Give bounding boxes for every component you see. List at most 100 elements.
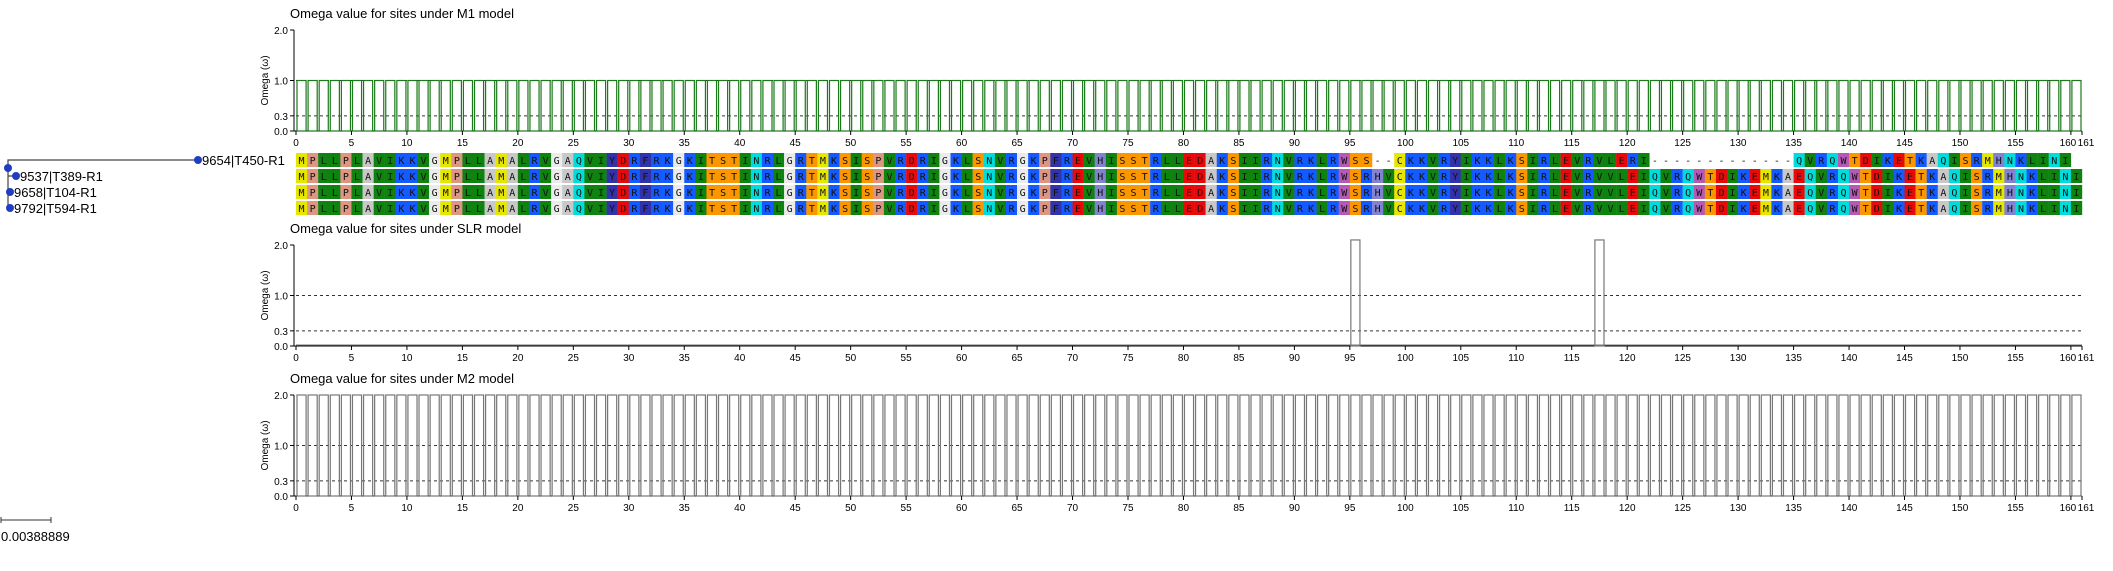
residue-letter: L [1175, 172, 1181, 183]
residue-letter: V [1430, 172, 1436, 183]
residue-cell [1893, 169, 1905, 183]
residue-cell [861, 169, 874, 183]
x-tick-label: 140 [1841, 138, 1858, 149]
residue-cell [872, 169, 885, 183]
residue-letter: P [1042, 156, 1048, 167]
residue-letter: R [1541, 188, 1548, 199]
residue-cell [606, 169, 618, 183]
residue-letter: I [931, 204, 937, 215]
x-tick-label: 20 [512, 138, 524, 149]
residue-letter: Y [1452, 172, 1458, 183]
residue-letter: I [1253, 204, 1259, 215]
residue-letter: K [687, 172, 693, 183]
residue-letter: N [1275, 172, 1281, 183]
omega-bar [1228, 394, 1239, 497]
residue-cell [1793, 201, 1805, 215]
residue-letter: T [1707, 204, 1713, 215]
omega-bar [1771, 394, 1783, 497]
residue-letter: Q [1652, 188, 1658, 199]
omega-bar [1915, 394, 1927, 497]
residue-letter: R [920, 156, 927, 167]
residue-cell [1638, 153, 1650, 167]
residue-letter: T [1707, 172, 1713, 183]
omega-bar [1084, 79, 1095, 132]
residue-letter: R [1985, 188, 1992, 199]
omega-bar [1616, 394, 1627, 497]
residue-letter: K [1885, 156, 1891, 167]
residue-cell [1372, 185, 1384, 199]
residue-cell [1505, 169, 1517, 183]
omega-bar [1871, 79, 1882, 132]
omega-bar [1483, 79, 1494, 132]
residue-letter: I [1730, 172, 1736, 183]
residue-letter: Q [1951, 204, 1957, 215]
residue-cell [1482, 201, 1495, 215]
residue-cell [517, 185, 530, 199]
residue-cell [1072, 153, 1084, 167]
residue-letter: I [1874, 156, 1880, 167]
omega-bar [374, 79, 385, 132]
residue-letter: S [1352, 156, 1358, 167]
residue-cell [673, 169, 685, 183]
omega-bar [1760, 79, 1771, 132]
omega-bar [1838, 394, 1849, 497]
residue-letter: G [432, 204, 438, 215]
omega-bar [374, 394, 385, 497]
residue-letter: R [1441, 156, 1448, 167]
x-tick-label: 150 [1952, 138, 1969, 149]
residue-letter: I [1241, 156, 1247, 167]
residue-letter: W [1696, 172, 1703, 183]
residue-cell [429, 201, 441, 215]
residue-letter: D [1718, 188, 1724, 199]
residue-cell [1571, 169, 1583, 183]
omega-bar [385, 79, 396, 132]
residue-letter: L [465, 172, 471, 183]
omega-bar [873, 394, 884, 497]
residue-cell [1948, 185, 1961, 199]
residue-cell [351, 201, 363, 215]
residue-letter: L [520, 204, 526, 215]
residue-cell [1638, 201, 1650, 215]
omega-bar [1450, 394, 1461, 497]
residue-letter: N [986, 204, 992, 215]
residue-cell [1937, 201, 1950, 215]
x-tick-label: 161 [2078, 138, 2095, 149]
omega-bar [1172, 79, 1184, 132]
residue-cell [1893, 185, 1905, 199]
residue-cell [1205, 201, 1217, 215]
residue-letter: V [421, 188, 427, 199]
residue-cell [1959, 153, 1972, 167]
residue-cell [839, 169, 851, 183]
residue-letter: R [654, 172, 661, 183]
residue-cell [573, 185, 585, 199]
residue-letter: M [1763, 188, 1769, 199]
residue-cell [1560, 153, 1572, 167]
residue-cell [1216, 201, 1229, 215]
residue-letter: E [1796, 188, 1802, 199]
residue-cell [1028, 169, 1040, 183]
omega-bar [484, 79, 496, 132]
residue-letter: - [1685, 156, 1691, 167]
omega-bar [784, 79, 795, 132]
residue-cell [950, 201, 962, 215]
residue-letter: L [520, 188, 526, 199]
residue-cell [1250, 185, 1262, 199]
residue-letter: Q [1951, 188, 1957, 199]
residue-letter: E [1630, 188, 1636, 199]
residue-letter: K [1741, 172, 1747, 183]
residue-cell [917, 169, 929, 183]
residue-letter: I [1530, 204, 1536, 215]
residue-cell [1372, 201, 1384, 215]
omega-bar [1472, 394, 1483, 497]
omega-bar [673, 79, 684, 132]
residue-cell [1416, 185, 1428, 199]
residue-letter: I [742, 156, 748, 167]
x-tick-label: 70 [1067, 503, 1079, 514]
omega-bar [1627, 79, 1638, 132]
residue-letter: V [1386, 172, 1392, 183]
omega-bar [806, 79, 817, 132]
residue-cell [1593, 169, 1606, 183]
residue-cell [1216, 185, 1229, 199]
residue-letter: S [1519, 156, 1525, 167]
